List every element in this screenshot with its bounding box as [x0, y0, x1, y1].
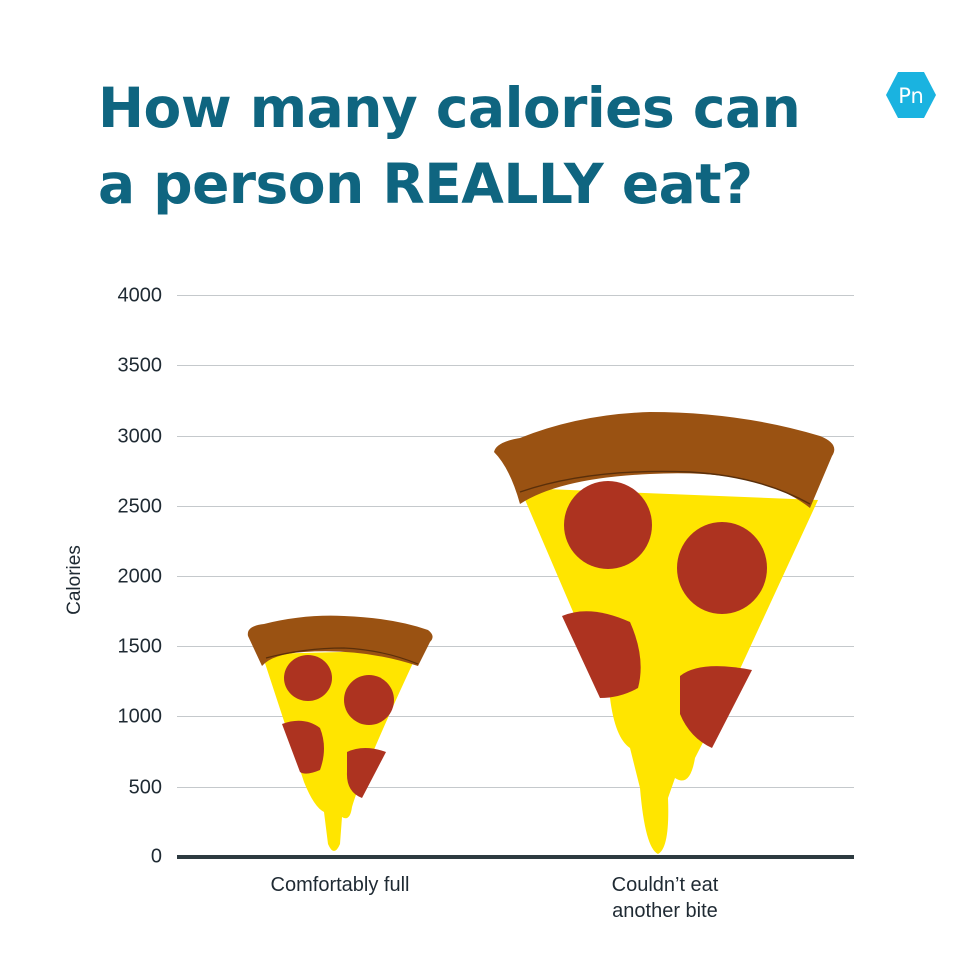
page-title: How many calories can a person REALLY ea…	[98, 70, 858, 222]
gridline-1000	[177, 716, 854, 717]
y-tick: 0	[150, 845, 162, 868]
pizza-slice-couldnt-eat-another-bite	[494, 412, 835, 854]
x-category-label: Couldn’t eat another bite	[611, 874, 719, 922]
hexagon-logo-icon: Pn	[886, 72, 936, 118]
y-tick: 2500	[117, 495, 163, 518]
gridline-2500	[177, 506, 854, 507]
gridline-1500	[177, 646, 854, 647]
x-axis-line	[177, 855, 854, 859]
y-tick: 4000	[117, 284, 163, 307]
y-tick: 1000	[117, 705, 163, 728]
y-tick: 1500	[117, 635, 163, 658]
pizza-slice-comfortably-full	[247, 615, 433, 851]
gridline-2000	[177, 576, 854, 577]
title-line-1: How many calories can	[98, 76, 801, 140]
y-axis-label: Calories	[64, 545, 85, 615]
y-tick: 2000	[117, 565, 163, 588]
title-line-2: a person REALLY eat?	[98, 152, 753, 216]
x-category-label: Comfortably full	[270, 874, 410, 896]
gridline-3500	[177, 365, 854, 366]
y-tick: 3000	[117, 425, 163, 448]
gridline-500	[177, 787, 854, 788]
y-tick: 3500	[117, 354, 163, 377]
gridline-4000	[177, 295, 854, 296]
logo-text: Pn	[898, 84, 924, 108]
y-tick: 500	[128, 776, 162, 799]
gridline-3000	[177, 436, 854, 437]
